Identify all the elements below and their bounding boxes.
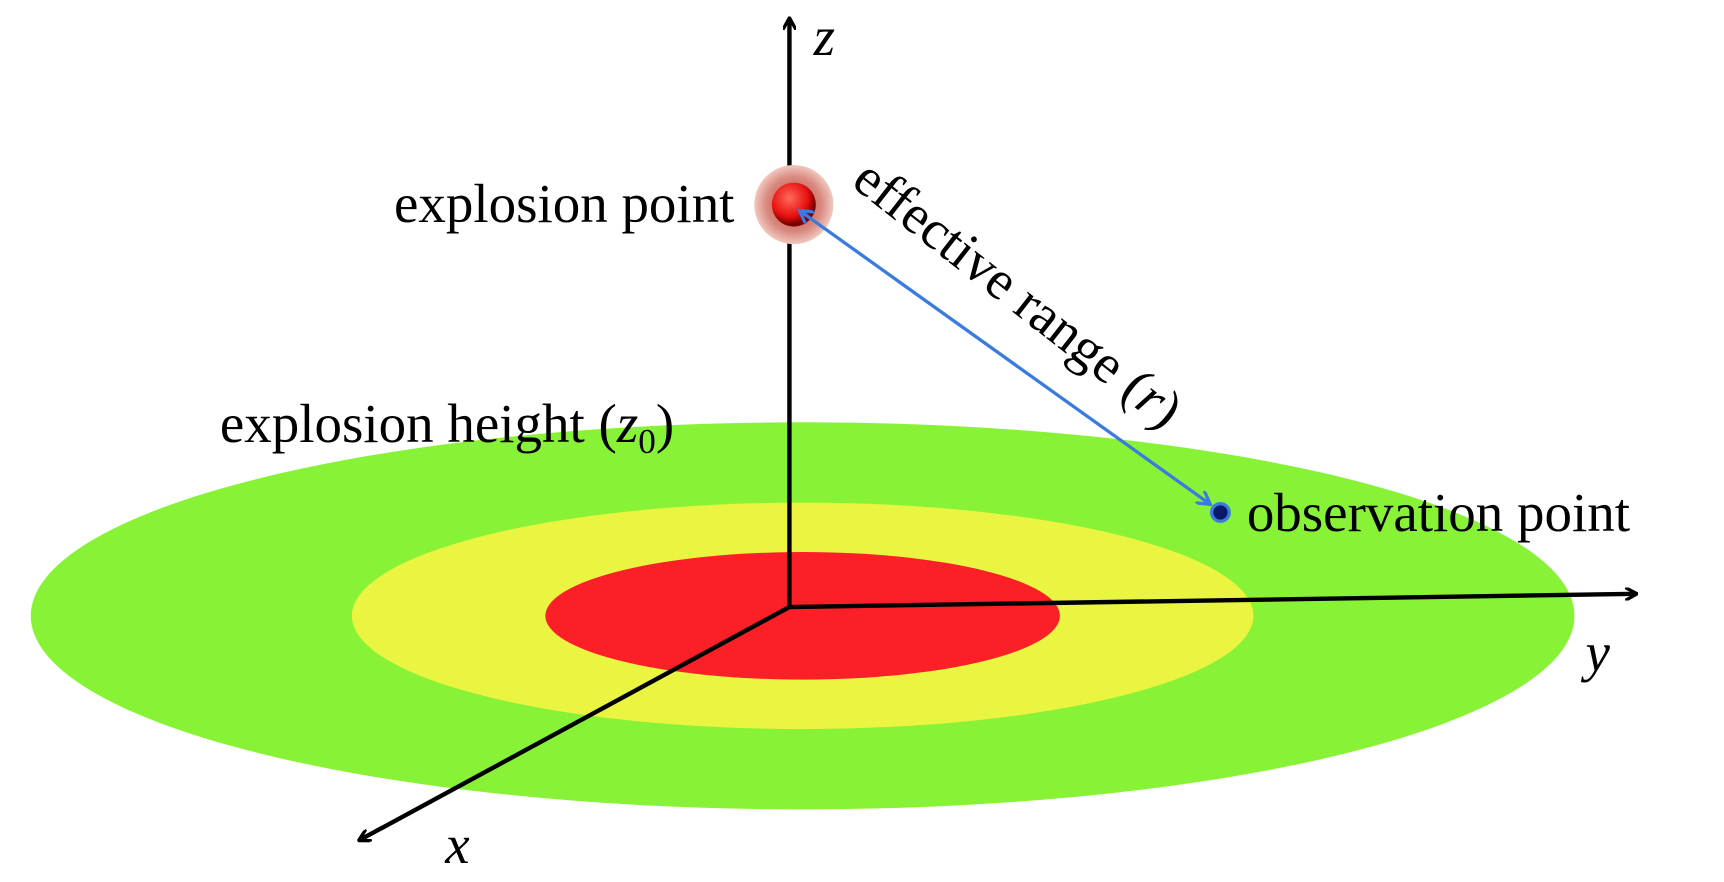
y-axis — [789, 594, 1636, 610]
x-label: x — [444, 814, 469, 875]
inner-zone — [545, 552, 1060, 680]
y-label: y — [1580, 622, 1610, 683]
subscript: 0 — [638, 422, 656, 461]
range-arrow — [800, 211, 1209, 503]
observation-dot — [1209, 502, 1231, 523]
z-label: z — [813, 6, 835, 67]
explosion-point-label: explosion point — [394, 173, 734, 234]
explosion-height-label: explosion height (z0) — [220, 393, 674, 461]
symbol: z — [616, 393, 638, 454]
effective-range-label: effective range (r) — [843, 146, 1195, 440]
observation-point-label: observation point — [1247, 482, 1630, 543]
explosion-core — [771, 182, 816, 227]
x-axis — [360, 605, 791, 840]
text: effective range ( — [843, 146, 1164, 415]
text: explosion height ( — [220, 393, 617, 454]
text: ) — [656, 393, 674, 454]
